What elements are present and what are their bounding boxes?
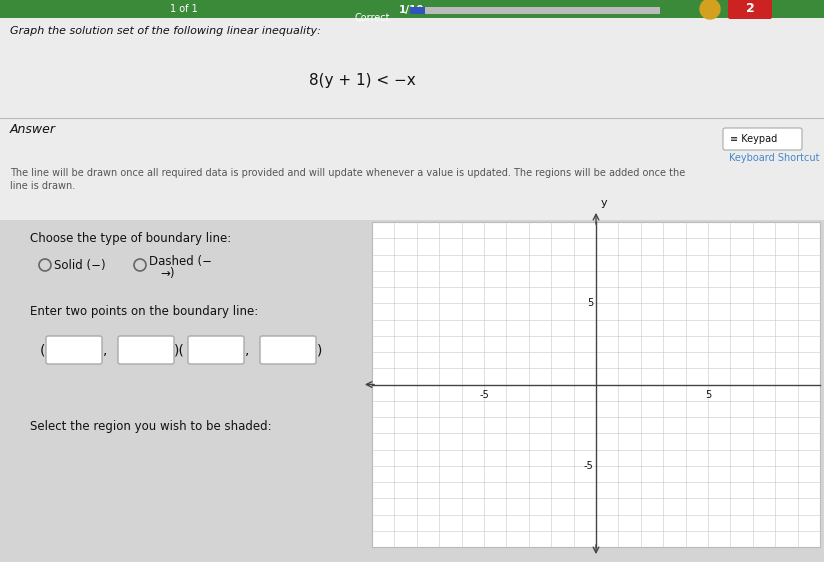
Bar	[410, 7, 660, 14]
FancyBboxPatch shape	[46, 336, 102, 364]
Text: Keyboard Shortcut: Keyboard Shortcut	[729, 153, 820, 163]
Text: 1/10: 1/10	[400, 5, 424, 15]
Text: Solid (−): Solid (−)	[54, 259, 105, 271]
Text: ,: ,	[245, 343, 250, 357]
Circle shape	[700, 0, 720, 19]
FancyBboxPatch shape	[118, 336, 174, 364]
Text: 5: 5	[587, 298, 593, 308]
Text: -5: -5	[583, 461, 593, 471]
FancyBboxPatch shape	[723, 128, 802, 150]
Text: 8(y + 1) < −x: 8(y + 1) < −x	[309, 73, 415, 88]
Bar	[410, 7, 425, 14]
Text: Correct: Correct	[354, 13, 390, 23]
Text: →): →)	[160, 266, 175, 279]
Text: 1 of 1: 1 of 1	[170, 4, 198, 14]
FancyBboxPatch shape	[260, 336, 316, 364]
Text: Enter two points on the boundary line:: Enter two points on the boundary line:	[30, 305, 258, 318]
Text: Graph the solution set of the following linear inequality:: Graph the solution set of the following …	[10, 26, 321, 36]
Text: (: (	[40, 343, 45, 357]
Text: )(: )(	[174, 343, 185, 357]
Text: line is drawn.: line is drawn.	[10, 181, 75, 191]
Bar	[372, 222, 820, 547]
Bar	[0, 0, 824, 18]
Bar	[0, 18, 824, 220]
Text: -5: -5	[479, 389, 489, 400]
Text: Answer: Answer	[10, 123, 56, 136]
Text: 5: 5	[705, 389, 711, 400]
Text: The line will be drawn once all required data is provided and will update whenev: The line will be drawn once all required…	[10, 168, 686, 178]
FancyBboxPatch shape	[188, 336, 244, 364]
Text: y: y	[601, 198, 607, 208]
Text: ,: ,	[103, 343, 107, 357]
Text: ): )	[317, 343, 322, 357]
FancyBboxPatch shape	[728, 0, 772, 19]
Text: Choose the type of boundary line:: Choose the type of boundary line:	[30, 232, 232, 245]
Text: 2: 2	[746, 2, 755, 16]
Text: Select the region you wish to be shaded:: Select the region you wish to be shaded:	[30, 420, 272, 433]
Text: Dashed (−: Dashed (−	[149, 255, 212, 268]
Text: ≡ Keypad: ≡ Keypad	[730, 134, 777, 144]
